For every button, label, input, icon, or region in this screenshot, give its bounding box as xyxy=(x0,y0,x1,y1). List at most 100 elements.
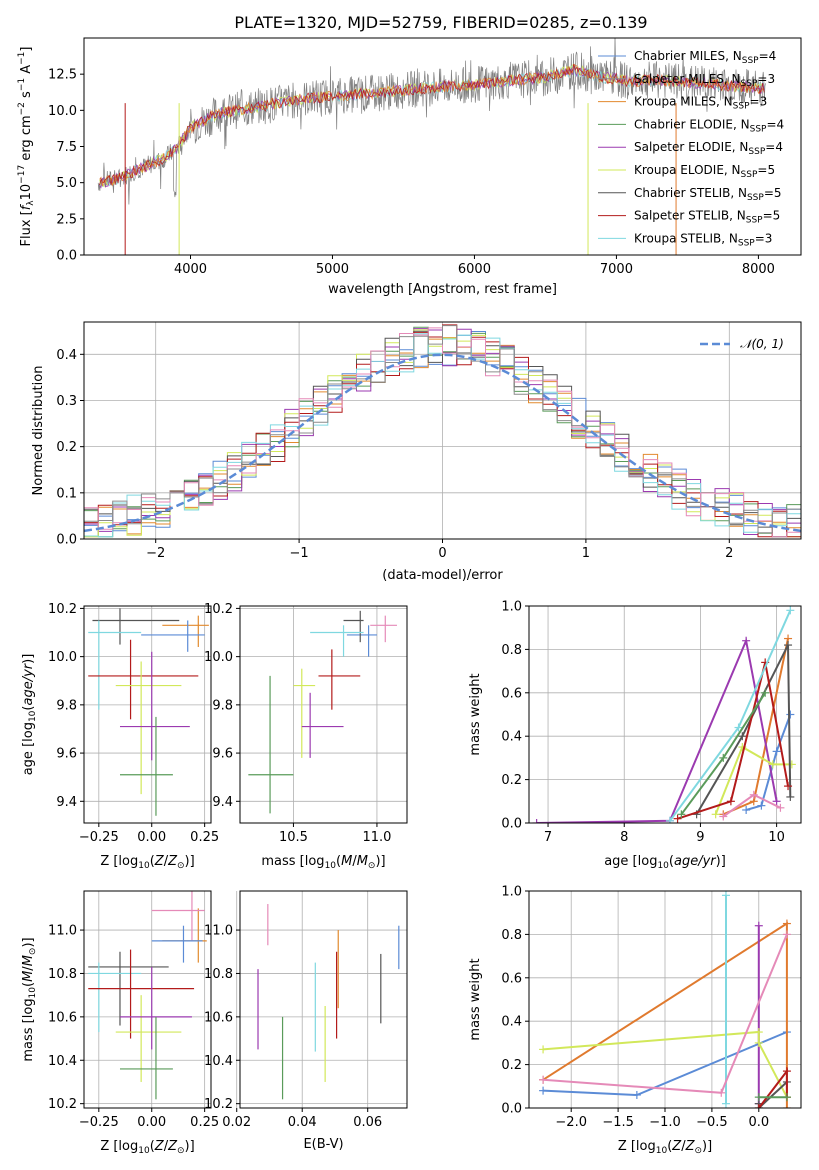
x-tick-label: 9 xyxy=(696,830,704,845)
y-tick-label: 0.4 xyxy=(501,1015,522,1030)
data-spectrum xyxy=(97,38,766,205)
y-tick-label: 0.0 xyxy=(501,1102,522,1117)
axes-frame xyxy=(239,605,408,824)
y-tick-label: 10.0 xyxy=(204,650,233,665)
residual-histogram xyxy=(84,325,801,534)
y-tick-label: 11.0 xyxy=(48,924,77,939)
panel-massweight-vs-age: 7 8 9 10 0.0 0.2 0.4 0.6 0.8 1.0 age [log10(age/yr… xyxy=(468,600,802,871)
x-tick-label: −0.5 xyxy=(696,1115,728,1130)
y-axis-label: age [log10(age/yr)] xyxy=(21,654,38,776)
x-tick-label: 0.02 xyxy=(222,1115,251,1130)
model-spectrum xyxy=(99,63,765,188)
y-tick-label: 9.6 xyxy=(212,747,233,762)
panel-massweight-vs-Z: −2.0 −1.5 −1.0 −0.5 0.0 0.0 0.2 0.4 0.6 0.8 1.0 Z [… xyxy=(468,885,802,1156)
axes-frame xyxy=(83,605,212,824)
axes-frame xyxy=(528,605,802,824)
mass-weight-line xyxy=(543,1030,788,1098)
legend-entry: Salpeter STELIB, NSSP=5 xyxy=(634,209,780,226)
legend-entry: Kroupa STELIB, NSSP=3 xyxy=(634,231,772,248)
y-tick-label: 10.8 xyxy=(204,967,233,982)
x-tick-label: 0.25 xyxy=(190,830,219,845)
x-tick-label: −1 xyxy=(290,546,309,561)
panel-residuals: −2 −1 0 1 2 0.0 0.1 0.2 0.3 0.4 (data-model)/error… xyxy=(31,321,802,583)
y-tick-label: 0.1 xyxy=(56,486,77,501)
y-tick-label: 9.4 xyxy=(212,795,233,810)
x-axis-label: mass [log10(M/M⊙)] xyxy=(261,854,385,871)
panel-age-vs-Z: −0.25 0.00 0.25 9.4 9.6 9.8 10.0 10.2 Z [log10(Z… xyxy=(21,602,219,871)
figure-title: PLATE=1320, MJD=52759, FIBERID=0285, z=0… xyxy=(234,13,647,32)
y-tick-label: 10.4 xyxy=(48,1054,77,1069)
panel-mass-vs-EBV: 0.02 0.04 0.06 10.2 10.4 10.6 10.8 11.0 E(B-V) xyxy=(204,890,408,1152)
y-tick-label: 9.6 xyxy=(56,747,77,762)
x-tick-label: 0.00 xyxy=(137,1115,166,1130)
panel-age-vs-mass: 10.5 11.0 9.4 9.6 9.8 10.0 10.2 mass [log10(M/M… xyxy=(204,602,408,871)
y-axis-label: mass weight xyxy=(468,673,483,755)
x-axis-label: Z [log10(Z/Z⊙)] xyxy=(100,1139,194,1156)
y-axis-label: mass weight xyxy=(468,958,483,1040)
y-tick-label: 0.0 xyxy=(501,817,522,832)
y-tick-label: 0.2 xyxy=(56,440,77,455)
plot-area xyxy=(539,891,791,1108)
x-tick-label: 0.04 xyxy=(288,1115,317,1130)
x-tick-label: 5000 xyxy=(316,262,349,277)
legend-entry: Salpeter MILES, NSSP=3 xyxy=(634,72,775,89)
x-tick-label: −0.25 xyxy=(79,830,119,845)
y-tick-label: 0.6 xyxy=(501,686,522,701)
y-tick-label: 10.0 xyxy=(48,104,77,119)
x-tick-label: 0 xyxy=(438,546,446,561)
y-tick-label: 0.4 xyxy=(501,730,522,745)
y-axis-label: Normed distribution xyxy=(31,366,46,496)
x-tick-label: 2 xyxy=(725,546,733,561)
legend-entry: Chabrier ELODIE, NSSP=4 xyxy=(634,117,784,134)
mass-weight-line xyxy=(745,714,792,811)
y-tick-label: 2.5 xyxy=(56,212,77,227)
legend-entry: Chabrier STELIB, NSSP=5 xyxy=(634,186,782,203)
y-tick-label: 0.8 xyxy=(501,928,522,943)
x-tick-label: 1 xyxy=(582,546,590,561)
y-tick-label: 10.2 xyxy=(48,602,77,617)
y-tick-label: 0.8 xyxy=(501,643,522,658)
x-axis-label: (data-model)/error xyxy=(382,568,503,583)
y-tick-label: 0.3 xyxy=(56,394,77,409)
y-tick-label: 9.4 xyxy=(56,795,77,810)
legend-entry: Kroupa ELODIE, NSSP=5 xyxy=(634,163,775,180)
mass-weight-line xyxy=(714,745,792,815)
plot-area xyxy=(257,904,400,1100)
y-tick-label: 0.2 xyxy=(501,773,522,788)
plot-area xyxy=(88,891,207,1100)
x-tick-label: −0.25 xyxy=(79,1115,119,1130)
y-tick-label: 10.4 xyxy=(204,1054,233,1069)
y-tick-label: 0.6 xyxy=(501,971,522,986)
x-axis-label: Z [log10(Z/Z⊙)] xyxy=(100,854,194,871)
y-axis-label: Flux [fλ10−17 erg cm−2 s−1 A−1] xyxy=(17,47,36,247)
y-tick-label: 12.5 xyxy=(48,68,77,83)
residual-histogram xyxy=(84,330,801,538)
y-tick-label: 9.8 xyxy=(56,698,77,713)
y-axis-label: mass [log10(M/M⊙)] xyxy=(21,937,38,1061)
x-tick-label: −2.0 xyxy=(555,1115,587,1130)
y-tick-label: 10.6 xyxy=(48,1010,77,1025)
x-axis-label: wavelength [Angstrom, rest frame] xyxy=(328,282,557,297)
x-axis-label: E(B-V) xyxy=(303,1137,343,1152)
plot-area xyxy=(248,610,397,814)
y-tick-label: 10.2 xyxy=(48,1097,77,1112)
normal-curve xyxy=(84,353,801,533)
y-tick-label: 1.0 xyxy=(501,600,522,615)
axes-frame xyxy=(83,890,212,1109)
y-tick-label: 0.0 xyxy=(56,249,77,264)
y-tick-label: 10.2 xyxy=(204,602,233,617)
y-tick-label: 10.8 xyxy=(48,967,77,982)
x-tick-label: 8000 xyxy=(742,262,775,277)
x-tick-label: 0.0 xyxy=(748,1115,769,1130)
x-tick-label: 10 xyxy=(768,830,785,845)
x-tick-label: 7 xyxy=(544,830,552,845)
y-tick-label: 10.2 xyxy=(204,1097,233,1112)
model-spectrum xyxy=(99,63,765,186)
panel-mass-vs-Z: −0.25 0.00 0.25 10.2 10.4 10.6 10.8 11.0 Z [log1… xyxy=(21,890,219,1156)
x-tick-label: 8 xyxy=(620,830,628,845)
y-tick-label: 9.8 xyxy=(212,698,233,713)
plot-area xyxy=(97,38,766,255)
y-tick-label: 0.0 xyxy=(56,533,77,548)
x-axis-label: Z [log10(Z/Z⊙)] xyxy=(618,1139,712,1156)
